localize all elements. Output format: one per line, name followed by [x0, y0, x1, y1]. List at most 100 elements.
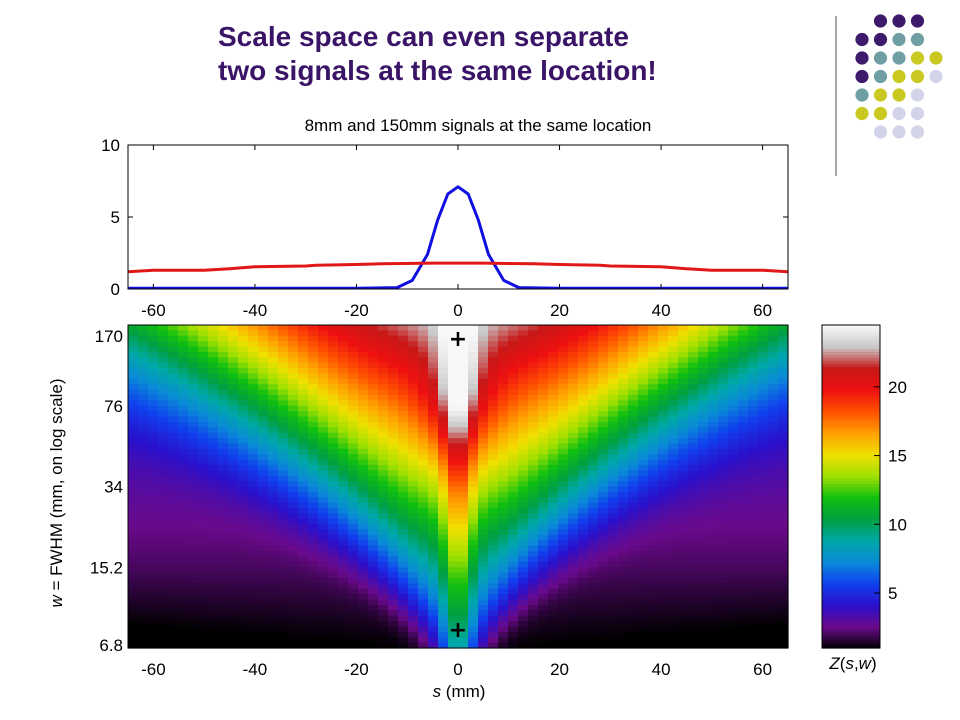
heatmap-cell	[168, 400, 179, 407]
heatmap-cell	[408, 556, 419, 563]
heatmap-cell	[578, 346, 589, 353]
heatmap-cell	[608, 615, 619, 622]
heatmap-cell	[238, 534, 249, 541]
heatmap-cell	[578, 567, 589, 574]
heatmap-cell	[638, 594, 649, 601]
heatmap-cell	[638, 513, 649, 520]
heatmap-cell	[278, 637, 289, 644]
heatmap-cell	[168, 362, 179, 369]
heatmap-cell	[258, 508, 269, 515]
heatmap-cell	[658, 394, 669, 401]
heatmap-cell	[368, 346, 379, 353]
heatmap-cell	[248, 384, 259, 391]
heatmap-cell	[748, 604, 759, 611]
heatmap-cell	[378, 502, 389, 509]
heatmap-cell	[568, 578, 579, 584]
heatmap-cell	[288, 384, 299, 391]
heatmap-cell	[178, 405, 189, 412]
colorbar-band	[822, 548, 880, 552]
heatmap-cell	[618, 491, 629, 498]
heatmap-cell	[698, 599, 709, 606]
heatmap-cell	[318, 362, 329, 369]
heatmap-cell	[448, 470, 459, 477]
heatmap-cell	[478, 405, 489, 412]
heatmap-cell	[208, 346, 219, 353]
heatmap-cell	[158, 502, 169, 509]
heatmap-cell	[608, 405, 619, 412]
heatmap-cell	[178, 556, 189, 563]
heatmap-cell	[398, 491, 409, 498]
heatmap-cell	[758, 567, 769, 574]
heatmap-cell	[328, 325, 339, 331]
heatmap-cell	[398, 615, 409, 622]
heatmap-cell	[558, 481, 569, 488]
heatmap-cell	[508, 572, 519, 579]
heatmap-cell	[438, 325, 449, 331]
colorbar-band	[822, 603, 880, 608]
heatmap-cell	[748, 443, 759, 450]
heatmap-cell	[548, 378, 559, 385]
heatmap-cell	[428, 362, 439, 369]
heatmap-cell	[528, 637, 539, 644]
heatmap-cell	[328, 400, 339, 407]
heatmap-cell	[448, 400, 459, 407]
heatmap-cell	[578, 394, 589, 401]
heatmap-cell	[278, 610, 289, 617]
heatmap-cell	[268, 438, 279, 445]
heatmap-cell	[178, 351, 189, 358]
heatmap-cell	[648, 637, 659, 644]
colorbar-band	[822, 430, 880, 435]
heatmap-cell	[738, 389, 749, 396]
heatmap-cell	[198, 540, 209, 547]
heatmap-cell	[358, 545, 369, 552]
heatmap-cell	[338, 524, 349, 531]
colorbar-band	[822, 492, 880, 496]
heatmap-cell	[368, 610, 379, 617]
heatmap-cell	[548, 454, 559, 461]
heatmap-cell	[678, 394, 689, 401]
heatmap-cell	[768, 599, 779, 606]
colorbar-band	[822, 639, 880, 643]
heatmap-cell	[628, 405, 639, 412]
heatmap-cell	[438, 551, 449, 558]
heatmap-cell	[648, 524, 659, 531]
heatmap-cell	[738, 357, 749, 364]
heatmap-cell	[568, 400, 579, 407]
heatmap-cell	[318, 578, 329, 584]
heatmap-cell	[448, 637, 459, 644]
heatmap-cell	[168, 610, 179, 617]
heatmap-cell	[188, 459, 199, 466]
heatmap-cell	[578, 368, 589, 375]
heatmap-cell	[358, 486, 369, 493]
heatmap-cell	[578, 637, 589, 644]
heatmap-cell	[228, 351, 239, 358]
heatmap-cell	[418, 389, 429, 396]
heatmap-cell	[388, 454, 399, 461]
heatmap-cell	[338, 432, 349, 439]
heatmap-cell	[728, 518, 739, 525]
heatmap-cell	[198, 524, 209, 531]
heatmap-cell	[648, 513, 659, 520]
heatmap-cell	[298, 631, 309, 638]
heatmap-cell	[208, 491, 219, 498]
heatmap-cell	[698, 389, 709, 396]
heatmap-cell	[238, 588, 249, 595]
heatmap-cell	[668, 362, 679, 369]
heatmap-cell	[438, 432, 449, 439]
heatmap-cell	[568, 486, 579, 493]
heatmap-cell	[568, 357, 579, 364]
heatmap-cell	[598, 432, 609, 439]
heatmap-cell	[618, 551, 629, 558]
heatmap-cell	[308, 400, 319, 407]
heatmap-cell	[128, 341, 139, 348]
heatmap-cell	[478, 378, 489, 385]
heatmap-cell	[428, 594, 439, 601]
heatmap-cell	[258, 551, 269, 558]
heatmap-cell	[478, 588, 489, 595]
heatmap-cell	[158, 427, 169, 434]
heatmap-cell	[238, 341, 249, 348]
heatmap-cell	[438, 508, 449, 515]
heatmap-cell	[238, 378, 249, 385]
heatmap-cell	[588, 626, 599, 633]
heatmap-cell	[758, 513, 769, 520]
